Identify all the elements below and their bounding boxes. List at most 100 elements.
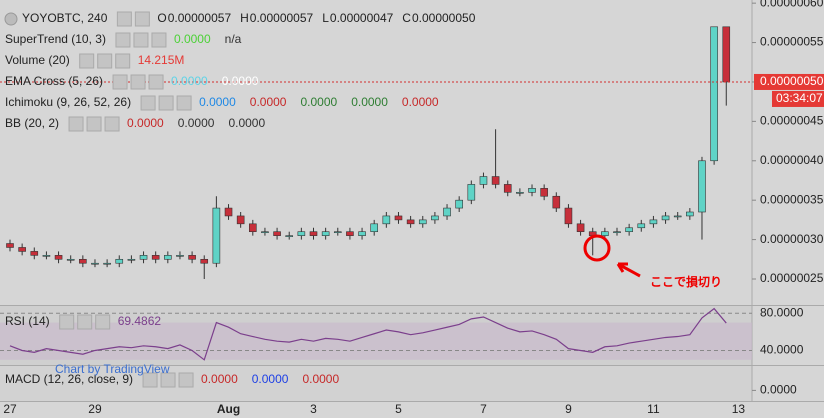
candle-body	[358, 231, 366, 236]
ohlc-value: 0.00000050	[412, 11, 476, 25]
indicator-value: 0.0000	[250, 95, 287, 109]
y-tick-label: 0.00000035	[760, 192, 824, 206]
legend-icon	[112, 74, 128, 90]
y-tick-label: 80.0000	[760, 305, 804, 319]
ohlc-value: 0.00000057	[168, 11, 232, 25]
indicator-name: Ichimoku (9, 26, 52, 26)	[5, 95, 131, 109]
candle-body	[164, 255, 172, 260]
candle-body	[479, 176, 488, 185]
candle-body	[382, 215, 391, 225]
x-tick-label: 27	[3, 402, 17, 416]
x-tick-label: 9	[565, 402, 572, 416]
indicator-value: 0.0000	[300, 95, 337, 109]
candle-body	[79, 258, 87, 264]
last-price-box	[754, 73, 824, 90]
x-tick-label: 5	[395, 402, 402, 416]
candle-body	[649, 219, 658, 225]
y-tick-label: 0.00000040	[760, 153, 824, 167]
legend-icon	[160, 372, 176, 388]
ohlc-value: 0.00000057	[250, 11, 314, 25]
y-tick-label: 0.00000060	[760, 0, 824, 9]
last-price-label: 0.00000050	[760, 74, 824, 88]
legend-icon	[140, 95, 156, 111]
symbol: YOYOBTC, 240	[22, 11, 108, 25]
candle-body	[261, 231, 269, 234]
macd-pane	[0, 366, 752, 401]
candle-body	[503, 184, 512, 193]
legend-icon	[176, 95, 192, 111]
legend-icon	[130, 74, 146, 90]
candle-body	[698, 160, 706, 213]
candle-body	[139, 255, 148, 260]
countdown: 03:34:07	[776, 91, 823, 105]
legend-icon	[158, 95, 174, 111]
indicator-value: 0.0000	[302, 372, 339, 386]
candle-body	[552, 195, 561, 209]
candle-body	[103, 262, 111, 265]
legend-icon	[115, 53, 131, 69]
indicator-value: 0.0000	[174, 32, 211, 46]
candle-body	[18, 247, 26, 252]
candle-body	[443, 207, 451, 217]
candle-body	[224, 207, 233, 217]
candle-body	[236, 215, 245, 225]
legend-icon	[151, 32, 167, 48]
y-tick-label: 0.00000055	[760, 35, 824, 49]
candle-body	[370, 223, 379, 233]
candle-body	[151, 255, 160, 260]
candle-body	[528, 188, 536, 193]
indicator-value: 69.4862	[118, 314, 162, 328]
indicator-value: 0.0000	[228, 116, 265, 130]
ohlc-key: H	[240, 11, 249, 25]
candle-body	[91, 262, 99, 265]
legend-icon	[134, 11, 150, 27]
annotation-circle	[583, 234, 611, 262]
candle-body	[333, 231, 342, 234]
legend-icon	[97, 53, 113, 69]
x-tick-label: 11	[647, 402, 660, 416]
candle-body	[722, 26, 731, 83]
candle-body	[42, 255, 51, 257]
legend-icon	[133, 32, 149, 48]
candle-body	[249, 223, 257, 233]
candle-body	[346, 231, 354, 236]
candle-body	[576, 223, 585, 233]
legend-icon	[79, 53, 95, 69]
indicator-value: 0.0000	[351, 95, 388, 109]
candle-body	[601, 231, 609, 236]
annotation-text: ここで損切り	[650, 274, 722, 289]
y-tick-label: 0.0000	[760, 383, 797, 397]
candle-body	[613, 231, 621, 234]
legend-icon	[77, 314, 93, 330]
indicator-name: SuperTrend (10, 3)	[5, 32, 106, 46]
indicator-name: EMA Cross (5, 26)	[5, 74, 103, 88]
countdown-box	[772, 90, 824, 107]
y-tick-label: 0.00000025	[760, 271, 824, 285]
indicator-value: n/a	[225, 32, 242, 46]
indicator-value: 0.0000	[252, 372, 289, 386]
legend-icon	[59, 314, 75, 330]
indicator-name: BB (20, 2)	[5, 116, 59, 130]
indicator-value: 0.0000	[222, 74, 259, 88]
legend-icon	[116, 11, 132, 27]
rsi-line	[9, 307, 727, 361]
candle-body	[394, 215, 403, 221]
candle-body	[297, 231, 306, 236]
legend-icon	[148, 74, 164, 90]
candle-body	[285, 235, 294, 237]
annotation-arrow	[616, 262, 641, 278]
candle-body	[176, 255, 184, 257]
legend-icon	[68, 116, 84, 132]
indicator-name: RSI (14)	[5, 314, 50, 328]
candle-body	[309, 231, 318, 236]
candle-body	[115, 258, 124, 264]
legend-icon	[142, 372, 158, 388]
legend-icon	[95, 314, 111, 330]
indicator-value: 0.0000	[178, 116, 215, 130]
candle-body	[540, 188, 548, 197]
candle-body	[431, 215, 439, 221]
x-tick-label: 7	[480, 402, 487, 416]
indicator-value: 0.0000	[402, 95, 439, 109]
x-tick-label: 29	[88, 402, 102, 416]
